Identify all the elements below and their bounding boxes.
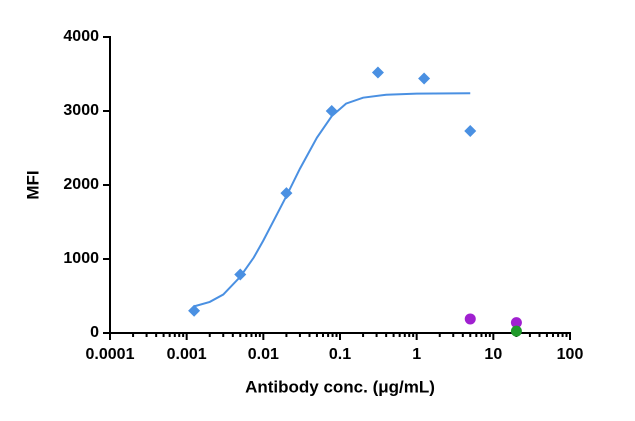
y-axis-label: MFI bbox=[23, 170, 42, 199]
y-tick-label: 0 bbox=[90, 324, 99, 341]
x-tick-label: 100 bbox=[557, 346, 584, 363]
x-tick-label: 0.01 bbox=[248, 346, 279, 363]
y-tick-label: 4000 bbox=[63, 28, 99, 45]
x-tick-label: 0.0001 bbox=[86, 346, 135, 363]
x-axis-label: Antibody conc. (μg/mL) bbox=[245, 377, 435, 396]
point bbox=[418, 72, 431, 85]
x-tick-label: 0.001 bbox=[167, 346, 207, 363]
point bbox=[510, 325, 522, 337]
point bbox=[464, 124, 477, 137]
x-tick-label: 10 bbox=[484, 346, 502, 363]
y-tick-label: 1000 bbox=[63, 250, 99, 267]
point bbox=[371, 66, 384, 79]
point bbox=[188, 304, 201, 317]
y-tick-label: 3000 bbox=[63, 102, 99, 119]
point bbox=[325, 105, 338, 117]
point bbox=[280, 187, 293, 200]
x-tick-label: 0.1 bbox=[329, 346, 351, 363]
point bbox=[510, 317, 522, 329]
fit-curve bbox=[193, 92, 471, 308]
x-tick-label: 1 bbox=[412, 346, 421, 363]
point bbox=[234, 268, 247, 281]
y-tick-label: 2000 bbox=[63, 176, 99, 193]
point bbox=[464, 313, 476, 325]
